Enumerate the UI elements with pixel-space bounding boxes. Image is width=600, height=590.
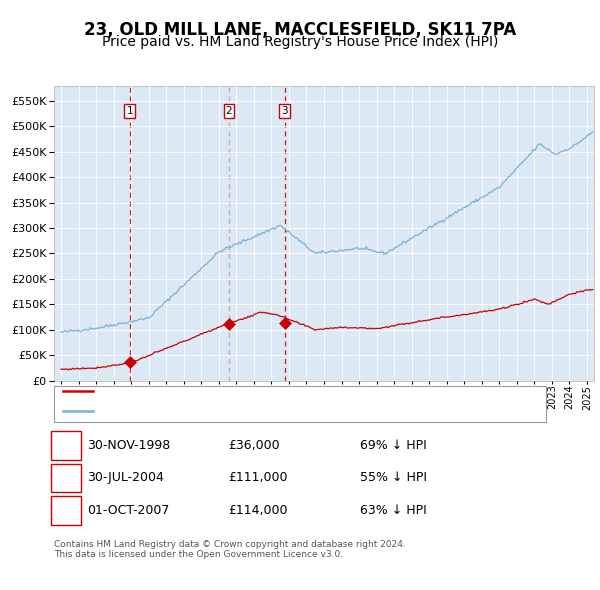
Text: 30-NOV-1998: 30-NOV-1998 xyxy=(87,439,170,452)
Text: 55% ↓ HPI: 55% ↓ HPI xyxy=(360,471,427,484)
Text: 01-OCT-2007: 01-OCT-2007 xyxy=(87,504,169,517)
Text: 69% ↓ HPI: 69% ↓ HPI xyxy=(360,439,427,452)
Text: Price paid vs. HM Land Registry's House Price Index (HPI): Price paid vs. HM Land Registry's House … xyxy=(102,35,498,50)
Text: 3: 3 xyxy=(62,504,70,517)
Text: £36,000: £36,000 xyxy=(228,439,280,452)
Text: 1: 1 xyxy=(62,439,70,452)
Text: Contains HM Land Registry data © Crown copyright and database right 2024.
This d: Contains HM Land Registry data © Crown c… xyxy=(54,540,406,559)
Text: 30-JUL-2004: 30-JUL-2004 xyxy=(87,471,164,484)
Text: £111,000: £111,000 xyxy=(228,471,287,484)
Text: 2: 2 xyxy=(62,471,70,484)
Text: 23, OLD MILL LANE, MACCLESFIELD, SK11 7PA: 23, OLD MILL LANE, MACCLESFIELD, SK11 7P… xyxy=(84,21,516,39)
Text: 2: 2 xyxy=(226,106,232,116)
Text: £114,000: £114,000 xyxy=(228,504,287,517)
Text: 3: 3 xyxy=(281,106,288,116)
Text: HPI: Average price, detached house, Cheshire East: HPI: Average price, detached house, Ches… xyxy=(99,407,364,416)
Text: 23, OLD MILL LANE, MACCLESFIELD, SK11 7PA (detached house): 23, OLD MILL LANE, MACCLESFIELD, SK11 7P… xyxy=(99,386,434,396)
Text: 63% ↓ HPI: 63% ↓ HPI xyxy=(360,504,427,517)
Text: 1: 1 xyxy=(127,106,133,116)
